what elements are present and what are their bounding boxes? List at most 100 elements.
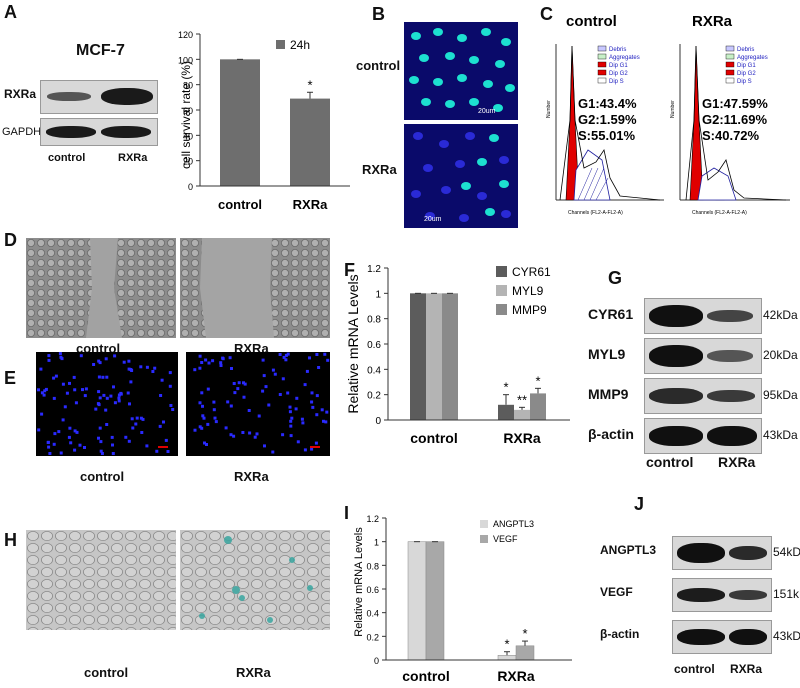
nucleus-dot: [105, 375, 109, 379]
nucleus-dot: [40, 391, 44, 395]
y-tick-label: 1: [375, 289, 381, 300]
nucleus-dot: [151, 370, 155, 373]
legend-label: Dip G2: [609, 71, 628, 77]
nucleus-dot: [315, 413, 319, 417]
nucleus-dot: [105, 423, 109, 426]
legend-swatch: [276, 40, 285, 49]
nucleus-dot: [201, 404, 204, 408]
blot-band: [729, 629, 767, 645]
blot-lane-rxra: RXRa: [730, 662, 763, 676]
nucleus-dot: [219, 364, 223, 367]
protein-label: β-actin: [600, 627, 640, 641]
nucleus-dot: [52, 396, 56, 400]
nucleus-dot: [286, 391, 290, 395]
significance-marker: *: [503, 380, 508, 395]
nucleus-dot: [310, 391, 314, 395]
y-tick-label: 1: [374, 538, 379, 548]
nucleus-dot: [205, 443, 208, 446]
nucleus-dot: [127, 359, 131, 363]
nucleus-dot: [159, 394, 163, 397]
y-tick-label: 100: [178, 55, 193, 65]
image-label-rxra: RXRa: [236, 665, 271, 680]
legend-label: VEGF: [493, 534, 518, 544]
nucleus-dot: [47, 445, 51, 449]
y-tick-label: 0.4: [366, 609, 379, 619]
protein-label: VEGF: [600, 585, 633, 599]
nucleus-dot: [52, 442, 56, 446]
nucleus-dot: [289, 419, 293, 423]
nucleus-dot: [139, 365, 143, 369]
nucleus-dot: [164, 438, 168, 442]
y-axis-label: Relative mRNA Levels: [353, 527, 365, 637]
nucleus-dot: [325, 410, 329, 414]
protein-label: β-actin: [588, 426, 634, 442]
nucleus-dot: [168, 384, 172, 388]
scale-bar: [310, 446, 320, 448]
nucleus-dot: [145, 444, 149, 448]
nucleus-dot: [284, 353, 288, 357]
blot-lane-control: control: [646, 454, 694, 470]
legend-label: Dip G1: [737, 63, 756, 69]
blot-band: [46, 126, 96, 138]
nucleus-dot: [135, 416, 139, 420]
nucleus-dot: [214, 420, 218, 424]
nucleus-dot: [295, 396, 299, 400]
nucleus-dot: [211, 359, 215, 363]
nucleus-dot: [201, 414, 205, 418]
significance-marker: *: [307, 77, 312, 92]
nucleus-dot: [73, 429, 77, 433]
y-axis-label: Relative mRNA Levels: [345, 274, 361, 413]
bar-myl9-rxra: [514, 409, 530, 420]
nucleus-dot: [288, 410, 292, 414]
legend-label: CYR61: [512, 265, 551, 279]
bar-vegf-rxra: [515, 645, 535, 661]
nucleus-dot: [61, 382, 65, 386]
nucleus-dot: [289, 424, 293, 428]
y-axis-label: Number: [670, 100, 676, 118]
nucleus-dot: [102, 393, 106, 397]
blot-band: [729, 590, 767, 600]
flow-cytometry-histograms: control Number G1:43.4% G2:1.59% S:55.01…: [546, 13, 790, 216]
legend-swatch: [480, 520, 488, 528]
nucleus-dot: [317, 366, 321, 369]
nucleus-dot: [314, 441, 318, 445]
y-tick-label: 60: [183, 106, 193, 116]
nucleus-dot: [237, 381, 241, 385]
nucleus-dot: [92, 363, 96, 366]
nucleus-dot: [100, 452, 104, 455]
blot-band: [101, 88, 153, 105]
nucleus-dot: [322, 419, 325, 423]
molecular-weight-label: 43kDa: [773, 629, 800, 643]
nucleus-dot: [105, 396, 109, 400]
nucleus-dot: [207, 361, 211, 365]
wound-image-rxra: [180, 238, 330, 338]
y-tick-label: 0.6: [366, 585, 379, 595]
blot-row-2: [644, 378, 762, 414]
nucleus-dot: [79, 354, 83, 358]
nucleus-dot: [111, 452, 115, 455]
molecular-weight-label: 43kDa: [763, 428, 798, 442]
nucleus-dot: [81, 388, 84, 392]
y-tick-label: 0: [375, 416, 381, 427]
nucleus-dot: [58, 352, 62, 356]
y-tick-label: 0.2: [366, 632, 379, 642]
nucleus-dot: [248, 431, 252, 435]
nucleus-dot: [98, 426, 102, 430]
legend-label: Debris: [609, 47, 626, 53]
bar-vegf-control: [425, 541, 445, 661]
molecular-weight-label: 42kDa: [763, 308, 798, 322]
legend-swatch: [496, 266, 507, 277]
nucleus-dot: [37, 428, 41, 432]
nucleus-dot: [109, 394, 113, 398]
scale-bar: [158, 446, 168, 448]
nucleus-dot: [324, 420, 328, 424]
nucleus-dot: [104, 408, 108, 412]
row-label-rxra: RXRa: [362, 162, 397, 177]
x-tick-label: control: [218, 197, 262, 212]
nucleus-dot: [117, 399, 121, 403]
nucleus-dot: [104, 357, 108, 361]
nucleus-dot: [111, 443, 114, 447]
nucleus-dot: [68, 381, 71, 385]
staining-image-control: [26, 530, 176, 630]
nucleus-dot: [57, 430, 61, 434]
